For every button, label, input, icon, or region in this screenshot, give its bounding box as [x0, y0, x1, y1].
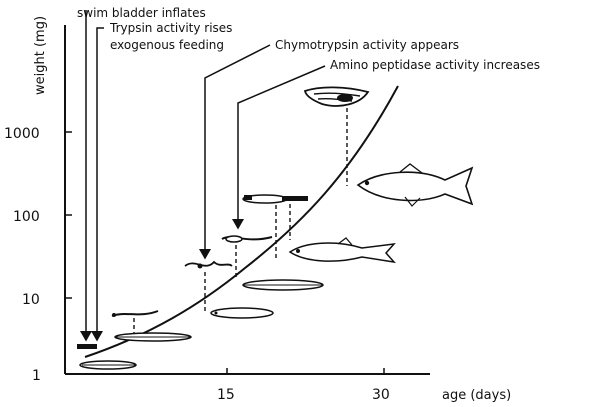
larva-day15-top [221, 235, 273, 243]
annotation-swim-bladder: swim bladder inflates [77, 6, 206, 20]
larva-day0 [79, 360, 137, 370]
x-tick-label-30: 30 [372, 387, 390, 403]
y-tick-label-1: 1 [32, 368, 41, 384]
larva-day12-bottom [210, 307, 274, 319]
larva-day12-top [184, 260, 233, 269]
y-tick-label-10: 10 [22, 292, 40, 308]
larva-day5-top [111, 310, 159, 317]
y-axis-title: weight (mg) [33, 16, 48, 95]
annotation-trypsin: Trypsin activity rises [109, 21, 232, 35]
juvenile-fish [288, 237, 396, 264]
larva-coiled [303, 86, 370, 107]
dashed-connectors [133, 108, 348, 340]
arrow-trypsin-feeding [91, 27, 104, 342]
larva-day5-bottom [114, 332, 192, 342]
arrow-aminopeptidase [232, 65, 326, 230]
larva-day18-top [242, 194, 308, 204]
annotation-exogenous-feeding: exogenous feeding [110, 38, 224, 52]
annotation-chymotrypsin: Chymotrypsin activity appears [275, 38, 459, 52]
x-axis-title: age (days) [442, 388, 511, 403]
adult-fish [356, 163, 474, 207]
x-tick-label-15: 15 [217, 387, 235, 403]
y-tick-label-100: 100 [13, 209, 40, 225]
larva-day18-bottom [242, 279, 324, 291]
larva-small-dark [77, 344, 97, 349]
arrow-chymotrypsin [199, 44, 271, 260]
axes [64, 25, 430, 375]
annotation-aminopeptidase: Amino peptidase activity increases [330, 58, 540, 72]
y-tick-label-1000: 1000 [4, 126, 40, 142]
leader-lines [80, 10, 326, 342]
